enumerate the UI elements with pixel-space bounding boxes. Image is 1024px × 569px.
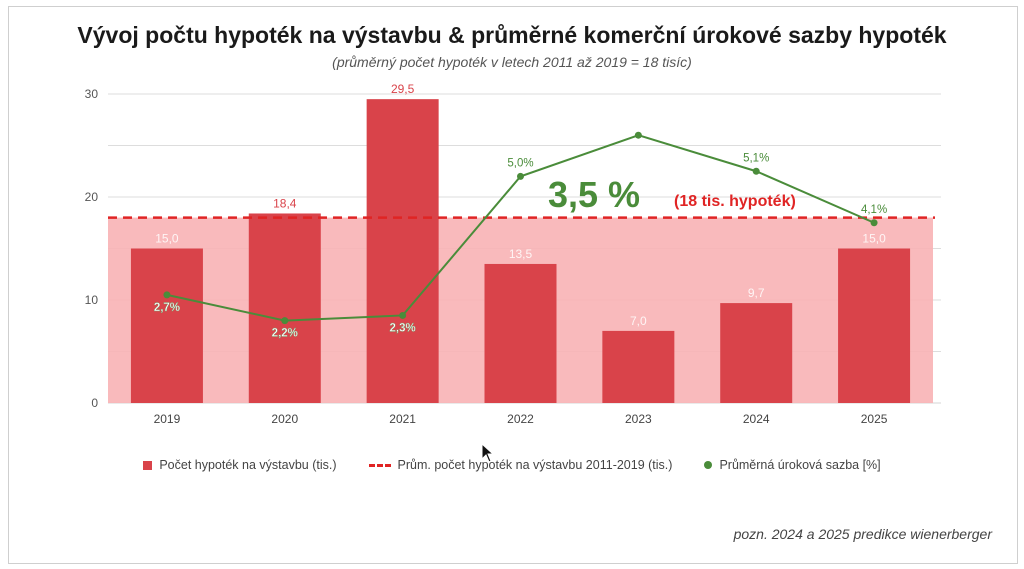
x-tick-label: 2019: [154, 412, 181, 426]
annotation-rate: 3,5 %: [548, 174, 640, 215]
rate-point: [517, 172, 524, 180]
legend-label-bars: Počet hypoték na výstavbu (tis.): [159, 458, 337, 472]
rate-point: [281, 317, 289, 325]
bar-swatch-icon: [143, 460, 153, 470]
bar: [838, 248, 911, 403]
rate-point: [163, 291, 171, 299]
bar: [484, 263, 557, 403]
bar-value-label: 13,5: [509, 247, 533, 261]
y-tick-label: 30: [85, 87, 99, 101]
chart-subtitle: (průměrný počet hypoték v letech 2011 až…: [332, 54, 692, 70]
rate-value-label: 2,7%: [154, 302, 180, 314]
legend-item-bars: Počet hypoték na výstavbu (tis.): [143, 458, 337, 472]
rate-point: [399, 311, 407, 319]
rate-value-label: 5,0%: [507, 157, 533, 169]
x-tick-label: 2020: [271, 412, 298, 426]
rate-point: [870, 219, 878, 227]
mouse-cursor-icon: [481, 443, 495, 463]
bar: [248, 213, 321, 403]
bar: [130, 248, 203, 403]
y-tick-label: 0: [91, 396, 98, 410]
x-tick-label: 2024: [743, 412, 770, 426]
rate-value-label: 4,1%: [861, 204, 887, 216]
dot-swatch-icon: [704, 461, 713, 469]
bar: [366, 99, 439, 404]
rate-value-label: 2,2%: [272, 328, 298, 340]
legend-item-dashed: Prům. počet hypoték na výstavbu 2011-201…: [368, 458, 673, 472]
annotation-count: (18 tis. hypoték): [674, 193, 796, 210]
bar-value-label: 18,4: [273, 196, 297, 210]
rate-point: [634, 131, 642, 139]
rate-point: [752, 167, 760, 175]
bar-value-label: 7,0: [630, 314, 647, 328]
rate-value-label: 2,3%: [390, 322, 416, 334]
dashed-line-swatch-icon: [368, 463, 391, 467]
y-tick-label: 20: [85, 190, 99, 204]
x-tick-label: 2022: [507, 412, 534, 426]
bar-value-label: 9,7: [748, 286, 765, 300]
bar-value-label: 29,5: [391, 82, 415, 96]
x-tick-label: 2021: [389, 412, 416, 426]
y-tick-label: 10: [85, 293, 99, 307]
legend-item-line: Průměrná úroková sazba [%]: [704, 458, 881, 472]
bar: [720, 303, 793, 403]
chart-title: Vývoj počtu hypoték na výstavbu & průměr…: [77, 22, 947, 48]
bar-value-label: 15,0: [862, 232, 886, 246]
bar-value-label: 15,0: [155, 232, 179, 246]
bar: [602, 330, 675, 403]
legend-label-dashed: Prům. počet hypoték na výstavbu 2011-201…: [397, 458, 673, 472]
legend-label-line: Průměrná úroková sazba [%]: [719, 458, 881, 472]
rate-value-label: 5,1%: [743, 152, 769, 164]
x-tick-label: 2025: [861, 412, 888, 426]
footnote: pozn. 2024 a 2025 predikce wienerberger: [733, 526, 992, 542]
chart-legend: Počet hypoték na výstavbu (tis.) Prům. p…: [0, 458, 1024, 472]
x-tick-label: 2023: [625, 412, 652, 426]
